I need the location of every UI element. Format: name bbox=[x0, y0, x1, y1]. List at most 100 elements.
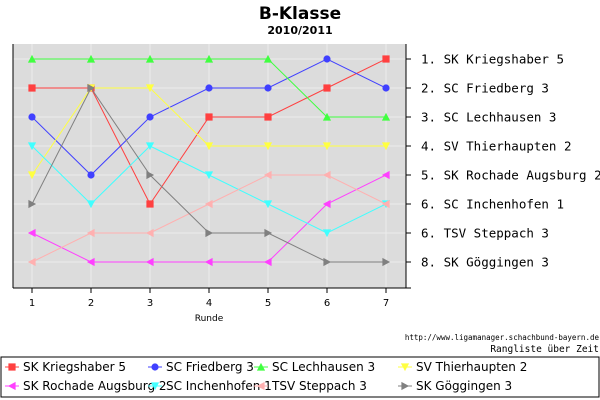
series-5-point-5 bbox=[263, 257, 272, 267]
series-5-point-3 bbox=[145, 257, 154, 267]
series-8-point-5 bbox=[264, 228, 273, 238]
legend-label-1: SK Kriegshaber 5 bbox=[23, 360, 126, 374]
series-2-point-4 bbox=[205, 84, 213, 92]
series-group bbox=[27, 54, 391, 267]
series-2 bbox=[28, 55, 390, 179]
legend-label-4: SV Thierhaupten 2 bbox=[416, 360, 527, 374]
legend-label-6: SC Inchenhofen 1 bbox=[166, 379, 272, 393]
legend-marker-7 bbox=[256, 381, 265, 391]
series-6-point-6 bbox=[322, 229, 332, 238]
series-7-point-4 bbox=[204, 199, 213, 209]
series-6-point-4 bbox=[204, 171, 214, 180]
legend-marker-2 bbox=[151, 363, 159, 371]
series-7-point-5 bbox=[263, 170, 272, 180]
series-1-point-5 bbox=[264, 113, 272, 121]
series-7 bbox=[27, 170, 390, 267]
series-7-point-3 bbox=[145, 228, 154, 238]
chart-title: B-Klasse bbox=[259, 4, 341, 24]
legend-marker-1 bbox=[8, 363, 16, 371]
series-2-point-6 bbox=[323, 55, 331, 63]
series-6-point-2 bbox=[86, 200, 96, 209]
series-3-point-6 bbox=[322, 112, 332, 121]
series-8 bbox=[28, 83, 391, 267]
series-7-point-6 bbox=[322, 170, 331, 180]
note-text: Rangliste über Zeit bbox=[490, 344, 599, 355]
series-2-point-7 bbox=[382, 84, 390, 92]
series-1-point-6 bbox=[323, 84, 331, 92]
legend-label-5: SK Rochade Augsburg 2 bbox=[23, 379, 167, 393]
legend-marker-3 bbox=[256, 362, 266, 371]
x-axis-label: Runde bbox=[195, 314, 224, 324]
series-3-point-2 bbox=[86, 54, 96, 63]
rank-label-4: 4. SV Thierhaupten 2 bbox=[421, 139, 572, 154]
x-tick-label-2: 2 bbox=[88, 298, 94, 309]
series-3-point-4 bbox=[204, 54, 214, 63]
series-8-point-3 bbox=[146, 170, 155, 180]
legend-marker-8 bbox=[401, 381, 410, 391]
series-6-point-5 bbox=[263, 200, 273, 209]
legend-marker-6 bbox=[150, 382, 160, 391]
rank-label-5: 5. SK Rochade Augsburg 2 bbox=[421, 168, 600, 183]
series-8-point-4 bbox=[205, 228, 214, 238]
series-7-point-7 bbox=[381, 199, 390, 209]
rank-ticks: 1. SK Kriegshaber 5 2. SC Friedberg 3 3. S… bbox=[406, 52, 600, 289]
series-2-point-3 bbox=[146, 113, 154, 121]
x-tick-label-1: 1 bbox=[29, 298, 35, 309]
legend-marker-4 bbox=[400, 363, 410, 372]
series-5 bbox=[27, 170, 390, 267]
series-5-point-4 bbox=[204, 257, 213, 267]
legend-marker-5 bbox=[7, 381, 16, 391]
series-3-point-7 bbox=[381, 112, 391, 121]
series-2-point-2 bbox=[87, 171, 95, 179]
x-tick-label-6: 6 bbox=[324, 298, 330, 309]
x-ticks: 1 2 3 4 5 6 7 bbox=[29, 288, 389, 309]
series-3-point-1 bbox=[27, 54, 37, 63]
series-5-point-2 bbox=[86, 257, 95, 267]
series-4-point-3 bbox=[145, 84, 155, 93]
series-7-point-1 bbox=[27, 257, 36, 267]
series-1-point-3 bbox=[146, 200, 154, 208]
legend-label-2: SC Friedberg 3 bbox=[166, 360, 254, 374]
x-tick-label-3: 3 bbox=[147, 298, 153, 309]
source-text: http://www.ligamanager.schachbund-bayern… bbox=[405, 333, 600, 342]
series-1-point-7 bbox=[382, 55, 390, 63]
legend: SK Kriegshaber 5 SC Friedberg 3 SC Lechhau… bbox=[5, 360, 527, 393]
series-2-point-5 bbox=[264, 84, 272, 92]
series-1-point-4 bbox=[205, 113, 213, 121]
series-6-point-1 bbox=[27, 142, 37, 151]
rank-label-1: 1. SK Kriegshaber 5 bbox=[421, 52, 564, 67]
rank-label-8: 8. SK Göggingen 3 bbox=[421, 255, 549, 270]
series-8-point-1 bbox=[28, 199, 37, 209]
series-1-point-1 bbox=[28, 84, 36, 92]
series-4-point-1 bbox=[27, 171, 37, 180]
rank-label-7: 6. TSV Steppach 3 bbox=[421, 226, 549, 241]
series-6-point-3 bbox=[145, 142, 155, 151]
series-8-point-2 bbox=[87, 83, 96, 93]
series-5-point-6 bbox=[322, 199, 331, 209]
rank-label-3: 3. SC Lechhausen 3 bbox=[421, 110, 556, 125]
chart-subtitle: 2010/2011 bbox=[267, 24, 332, 37]
series-5-point-1 bbox=[27, 228, 36, 238]
x-tick-label-5: 5 bbox=[265, 298, 271, 309]
rank-label-6: 6. SC Inchenhofen 1 bbox=[421, 197, 564, 212]
x-tick-label-7: 7 bbox=[383, 298, 389, 309]
x-tick-label-4: 4 bbox=[206, 298, 212, 309]
series-3 bbox=[27, 54, 391, 121]
series-3-point-5 bbox=[263, 54, 273, 63]
legend-label-3: SC Lechhausen 3 bbox=[272, 360, 375, 374]
series-4-point-6 bbox=[322, 142, 332, 151]
series-5-point-7 bbox=[381, 170, 390, 180]
legend-label-7: TSV Steppach 3 bbox=[271, 379, 367, 393]
series-4-point-5 bbox=[263, 142, 273, 151]
legend-box bbox=[0, 356, 600, 398]
legend-label-8: SK Göggingen 3 bbox=[416, 379, 512, 393]
rank-label-2: 2. SC Friedberg 3 bbox=[421, 81, 549, 96]
series-4-point-4 bbox=[204, 142, 214, 151]
series-4-point-7 bbox=[381, 142, 391, 151]
series-2-point-1 bbox=[28, 113, 36, 121]
series-7-point-2 bbox=[86, 228, 95, 238]
series-3-point-3 bbox=[145, 54, 155, 63]
series-8-point-7 bbox=[382, 257, 391, 267]
series-8-point-6 bbox=[323, 257, 332, 267]
